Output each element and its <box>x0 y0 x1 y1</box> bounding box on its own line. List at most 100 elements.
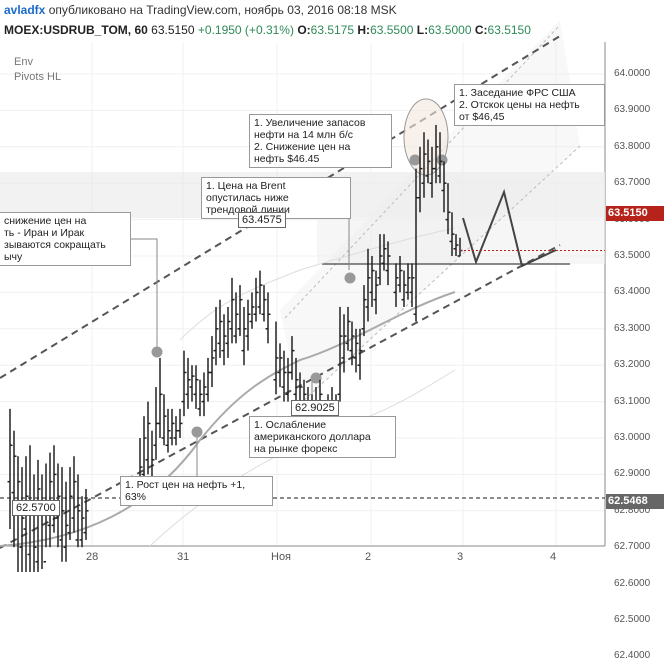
price-tick-label: 62.5000 <box>614 614 651 625</box>
event-marker <box>310 372 322 384</box>
range-zone <box>317 172 605 264</box>
ohlc-bar <box>337 306 343 402</box>
channel-lower-line <box>0 244 561 549</box>
ohlc-bar <box>197 379 203 417</box>
price-tick-label: 64.0000 <box>614 68 651 79</box>
ohlc-bar <box>441 161 447 213</box>
price-tick-label: 62.9000 <box>614 468 651 480</box>
ohlc-bar <box>437 132 443 184</box>
high-value: 63.5500 <box>370 23 414 37</box>
indicator-pivots-label[interactable]: Pivots HL <box>14 71 62 83</box>
ohlc-bar <box>377 234 383 286</box>
price-tick-label: 62.4000 <box>614 650 651 661</box>
ohlc-bar <box>433 124 439 184</box>
moving-average-line <box>0 291 456 547</box>
ohlc-bar <box>393 263 399 307</box>
ohlc-bar <box>59 467 65 562</box>
event-marker <box>151 346 163 358</box>
price-tick-label: 63.9000 <box>614 104 651 116</box>
ohlc-bar <box>381 234 387 271</box>
ohlc-bar <box>281 350 287 402</box>
ohlc-bar <box>225 306 231 358</box>
ohlc-bar <box>357 328 363 380</box>
published-info: опубликовано на TradingView.com, ноябрь … <box>48 3 397 17</box>
ohlc-bar <box>249 292 255 329</box>
price-tick-label: 62.6000 <box>614 577 651 589</box>
price-tick-label: 63.2000 <box>614 359 651 371</box>
time-tick-label: 31 <box>177 551 190 563</box>
ohlc-bar <box>261 285 267 322</box>
ohlc-bar <box>237 285 243 337</box>
ohlc-bar <box>145 401 151 475</box>
note-iran-iraq[interactable]: снижение цен на ть - Иран и Ирак зываютс… <box>0 212 131 266</box>
note-usd-weakening[interactable]: 1. Ослабление американского доллара на р… <box>249 416 396 458</box>
ohlc-bar <box>19 467 25 572</box>
note-fed-meeting[interactable]: 1. Заседание ФРС США 2. Отскок цены на н… <box>454 84 605 126</box>
event-marker <box>344 272 356 284</box>
ohlc-bar <box>157 357 163 438</box>
ohlc-bar <box>229 277 235 344</box>
ohlc-bar <box>353 328 359 373</box>
ohlc-bar <box>453 234 459 256</box>
price-tick-label: 63.1000 <box>614 395 651 407</box>
note-oil-inventory[interactable]: 1. Увеличение запасов нефти на 14 млн б/… <box>249 114 392 168</box>
symbol-label: MOEX:USDRUB_TOM, 60 <box>4 23 148 37</box>
open-value: 63.5175 <box>310 23 355 37</box>
low-value: 63.5000 <box>428 23 472 37</box>
ohlc-bar <box>23 456 29 572</box>
price-tick-label: 62.7000 <box>614 541 651 553</box>
time-tick-label: 28 <box>86 551 99 563</box>
ohlc-bar <box>181 350 187 417</box>
event-marker <box>191 426 203 438</box>
forecast-path <box>462 188 557 268</box>
ohlc-bar <box>365 248 371 322</box>
ohlc-bar <box>345 306 351 351</box>
ohlc-bar <box>417 146 423 213</box>
ohlc-bar <box>265 292 271 344</box>
ohlc-bar <box>177 408 183 438</box>
ohlc-bar <box>449 212 455 256</box>
note-oil-rise[interactable]: 1. Рост цен на нефть +1, 63% <box>120 476 273 506</box>
ohlc-bar <box>217 299 223 358</box>
ohlc-bar <box>79 496 85 548</box>
horizontal-line-price-tag: 62.5468 <box>606 494 664 509</box>
ohlc-bar <box>185 357 191 409</box>
indicator-env-label[interactable]: Env <box>14 56 33 68</box>
ohlc-bar <box>169 408 175 446</box>
ohlc-bar <box>341 314 347 373</box>
ohlc-bar <box>361 285 367 337</box>
price-change: +0.1950 (+0.31%) <box>197 23 294 37</box>
time-tick-label: Ноя <box>271 551 292 563</box>
time-tick-label: 3 <box>457 551 464 563</box>
pivot-low-label: 62.9025 <box>291 400 339 416</box>
ohlc-bar <box>165 408 171 453</box>
price-tick-label: 63.4000 <box>614 286 651 298</box>
price-tick-label: 63.0000 <box>614 432 651 443</box>
chart-header-quote: MOEX:USDRUB_TOM, 60 63.5150 +0.1950 (+0.… <box>0 20 664 40</box>
author-link[interactable]: avladfx <box>4 3 46 17</box>
ohlc-bar <box>397 256 403 293</box>
price-tick-label: 63.3000 <box>614 322 651 334</box>
current-price-tag: 63.5150 <box>606 206 664 221</box>
ohlc-bar <box>221 314 227 366</box>
ohlc-bar <box>409 263 415 307</box>
ohlc-bar <box>71 456 77 533</box>
ohlc-bar <box>401 270 407 307</box>
time-tick-label: 2 <box>365 551 372 563</box>
ohlc-bar <box>33 474 37 572</box>
price-tick-label: 63.5000 <box>614 250 651 261</box>
ohlc-bar <box>445 183 451 235</box>
callout-leader <box>122 238 158 352</box>
ohlc-bar <box>349 321 355 366</box>
ohlc-bar <box>35 459 41 572</box>
ohlc-bar <box>385 241 391 286</box>
ohlc-bar <box>233 292 239 344</box>
ohlc-bar <box>369 256 375 307</box>
price-tick-label: 63.8000 <box>614 140 651 152</box>
ohlc-bar <box>213 306 219 366</box>
ohlc-bar <box>257 270 263 315</box>
ohlc-bar <box>201 372 207 417</box>
ohlc-bar <box>189 365 195 402</box>
ohlc-bar <box>75 474 81 548</box>
ohlc-bar <box>253 277 259 322</box>
